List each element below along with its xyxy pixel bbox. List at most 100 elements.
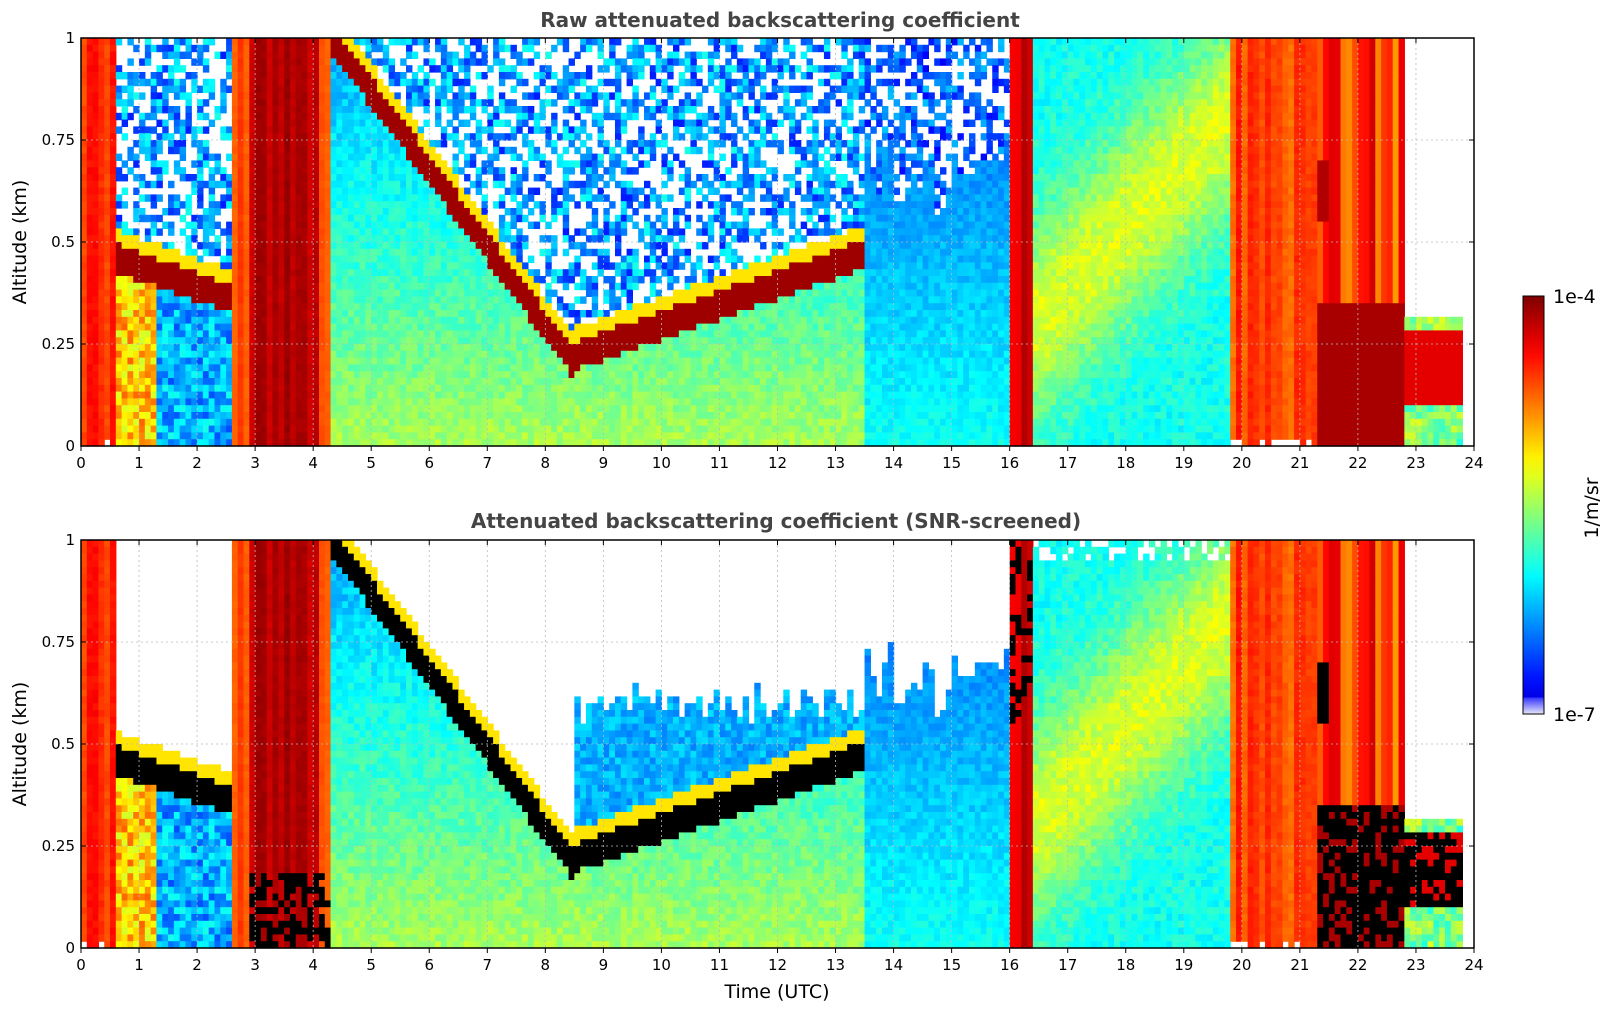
heatmap-cell xyxy=(127,391,134,399)
heatmap-cell xyxy=(522,194,529,202)
heatmap-cell xyxy=(644,262,651,270)
heatmap-cell xyxy=(406,112,413,121)
heatmap-cell xyxy=(382,364,390,372)
heatmap-cell xyxy=(150,384,158,393)
heatmap-cell xyxy=(98,85,105,93)
heatmap-cell xyxy=(342,310,349,318)
heatmap-cell xyxy=(417,289,425,297)
heatmap-cell xyxy=(208,330,216,338)
heatmap-cell xyxy=(313,140,320,148)
heatmap-cell xyxy=(475,276,483,284)
heatmap-cell xyxy=(347,72,355,80)
heatmap-cell xyxy=(168,133,175,141)
heatmap-cell xyxy=(394,269,401,277)
heatmap-cell xyxy=(104,180,111,189)
heatmap-cell xyxy=(591,378,599,386)
heatmap-cell xyxy=(562,38,570,46)
heatmap-cell xyxy=(191,371,198,379)
heatmap-cell xyxy=(580,242,587,250)
heatmap-cell xyxy=(481,221,488,229)
heatmap-cell xyxy=(580,337,587,345)
heatmap-cell xyxy=(208,174,216,182)
heatmap-cell xyxy=(510,99,517,107)
heatmap-cell xyxy=(614,106,622,114)
heatmap-cell xyxy=(568,133,575,141)
heatmap-cell xyxy=(556,337,564,345)
heatmap-cell xyxy=(493,153,500,161)
heatmap-cell xyxy=(504,208,512,216)
raw-backscatter-panel: Raw attenuated backscattering coefficien… xyxy=(9,8,1484,472)
heatmap-cell xyxy=(255,85,262,93)
heatmap-cell xyxy=(121,269,129,277)
heatmap-cell xyxy=(539,112,546,121)
heatmap-cell xyxy=(318,65,326,73)
heatmap-cell xyxy=(110,78,117,87)
heatmap-cell xyxy=(284,126,291,134)
heatmap-cell xyxy=(202,418,210,427)
heatmap-cell xyxy=(226,221,233,229)
heatmap-cell xyxy=(162,160,169,168)
heatmap-cell xyxy=(231,323,239,331)
heatmap-cell xyxy=(313,112,320,121)
heatmap-cell xyxy=(406,303,413,311)
heatmap-cell xyxy=(406,269,413,277)
heatmap-cell xyxy=(371,248,378,257)
heatmap-cell xyxy=(139,418,146,427)
heatmap-cell xyxy=(429,310,436,318)
heatmap-cell xyxy=(307,65,314,73)
heatmap-cell xyxy=(336,282,343,291)
heatmap-cell xyxy=(202,228,210,236)
heatmap-cell xyxy=(260,289,268,297)
heatmap-cell xyxy=(139,146,146,155)
heatmap-cell xyxy=(185,106,192,114)
heatmap-cell xyxy=(498,432,506,440)
heatmap-cell xyxy=(440,384,448,393)
heatmap-cell xyxy=(365,58,372,66)
heatmap-cell xyxy=(400,378,407,386)
heatmap-cell xyxy=(382,323,390,331)
heatmap-cell xyxy=(237,405,245,413)
heatmap-cell xyxy=(365,221,372,229)
heatmap-cell xyxy=(301,167,308,175)
heatmap-cell xyxy=(197,262,204,270)
heatmap-cell xyxy=(92,330,100,338)
heatmap-cell xyxy=(388,140,396,148)
heatmap-cell xyxy=(295,65,303,73)
heatmap-cell xyxy=(638,425,645,433)
heatmap-cell xyxy=(614,344,622,352)
heatmap-cell xyxy=(81,44,88,53)
heatmap-cell xyxy=(609,221,616,229)
heatmap-cell xyxy=(86,364,94,372)
heatmap-cell xyxy=(452,180,459,189)
heatmap-cell xyxy=(516,310,523,318)
heatmap-cell xyxy=(365,92,372,100)
heatmap-cell xyxy=(144,330,152,338)
heatmap-cell xyxy=(214,337,221,345)
heatmap-cell xyxy=(435,112,442,121)
heatmap-cell xyxy=(585,44,593,53)
heatmap-cell xyxy=(411,160,419,168)
heatmap-cell xyxy=(249,92,256,100)
heatmap-cell xyxy=(173,276,181,284)
heatmap-cell xyxy=(551,398,558,406)
heatmap-cell xyxy=(191,72,198,80)
heatmap-cell xyxy=(347,425,355,433)
heatmap-cell xyxy=(353,262,361,270)
heatmap-cell xyxy=(330,316,337,325)
heatmap-cell xyxy=(214,350,221,359)
heatmap-cell xyxy=(406,289,413,297)
heatmap-cell xyxy=(493,378,500,386)
heatmap-cell xyxy=(406,119,413,127)
heatmap-cell xyxy=(301,78,308,87)
heatmap-cell xyxy=(423,418,430,427)
heatmap-cell xyxy=(243,92,250,100)
heatmap-cell xyxy=(591,405,599,413)
heatmap-cell xyxy=(614,439,622,447)
heatmap-cell xyxy=(226,65,233,73)
heatmap-cell xyxy=(208,316,216,325)
heatmap-cell xyxy=(522,174,529,182)
heatmap-cell xyxy=(330,187,337,195)
heatmap-cell xyxy=(371,58,378,66)
heatmap-cell xyxy=(110,391,117,399)
heatmap-cell xyxy=(173,296,181,304)
